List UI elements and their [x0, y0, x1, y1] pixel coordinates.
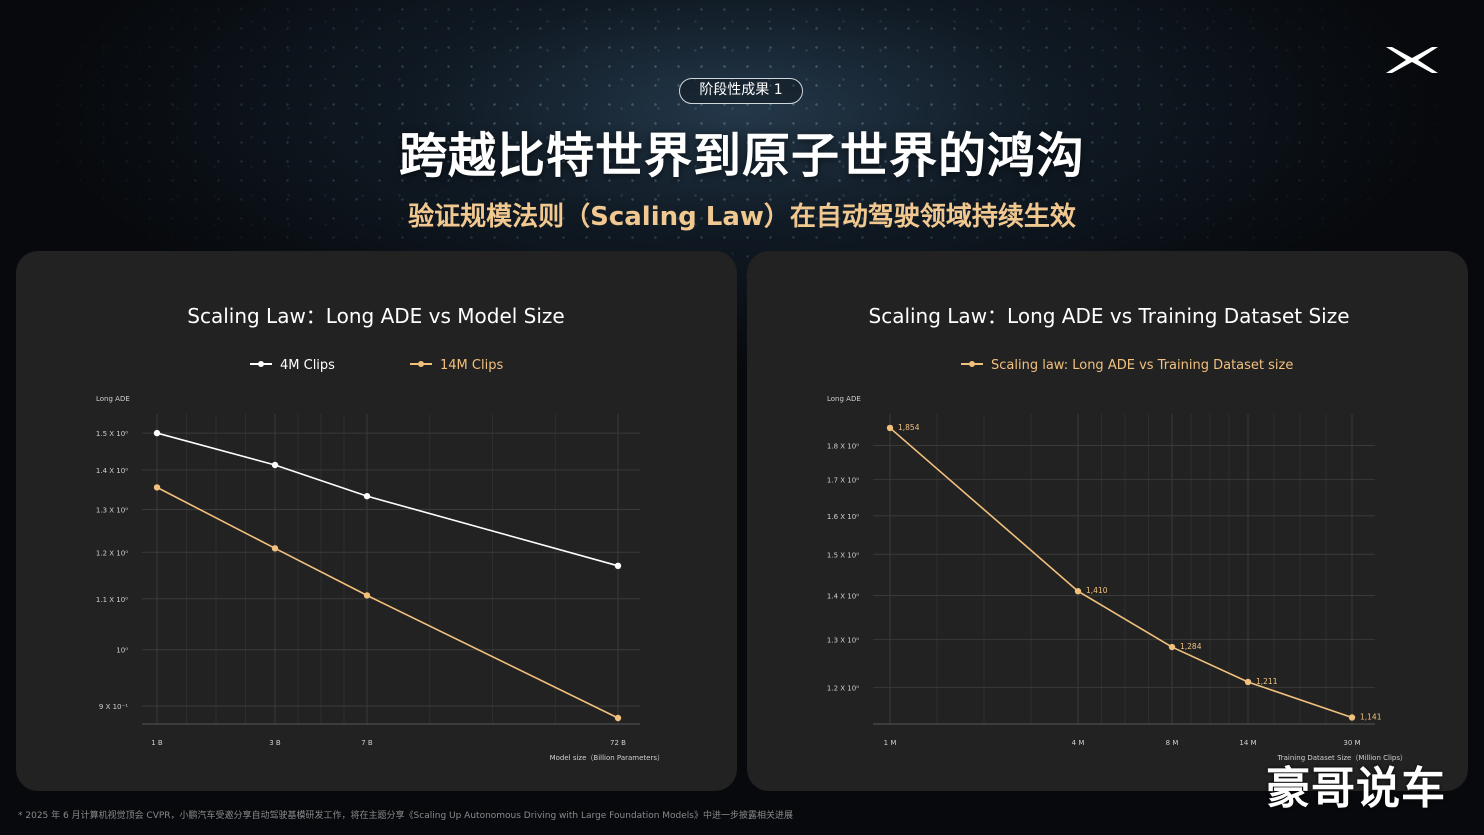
stage-badge: 阶段性成果 1 [679, 78, 803, 104]
page-title: 跨越比特世界到原子世界的鸿沟 [398, 128, 1085, 184]
series-line [889, 427, 1353, 719]
xpeng-logo-icon [1386, 47, 1438, 73]
chart-title: Scaling Law：Long ADE vs Model Size [187, 304, 564, 328]
legend-label: 4M Clips [280, 358, 335, 373]
y-tick-label: 1.3 X 10⁰ [827, 637, 859, 645]
legend-label: 14M Clips [440, 358, 503, 373]
x-axis-label: Model size（Billion Parameters） [550, 754, 664, 762]
legend-marker [418, 361, 424, 367]
y-axis-label: Long ADE [96, 395, 130, 403]
data-label: 1,410 [1086, 586, 1108, 595]
data-label: 1,284 [1180, 642, 1202, 651]
y-tick-label: 9 X 10⁻¹ [99, 703, 128, 711]
chart-panel-model-size: Scaling Law：Long ADE vs Model Size 4M Cli… [16, 251, 737, 791]
y-tick-label: 1.6 X 10⁰ [827, 513, 859, 521]
series-line [156, 432, 619, 567]
series-line [156, 486, 619, 719]
data-point [1244, 678, 1252, 686]
x-tick-label: 1 B [151, 739, 163, 747]
chart-panel-dataset-size: Scaling Law：Long ADE vs Training Dataset… [747, 251, 1468, 791]
legend-marker [969, 361, 975, 367]
x-tick-label: 3 B [269, 739, 281, 747]
chart-title: Scaling Law：Long ADE vs Training Dataset… [869, 304, 1350, 328]
data-label: 1,211 [1256, 677, 1278, 686]
y-tick-label: 1.4 X 10⁰ [827, 592, 859, 600]
data-point [363, 592, 371, 599]
x-tick-label: 1 M [884, 739, 897, 747]
data-point [1168, 643, 1176, 651]
data-label: 1,854 [898, 423, 920, 432]
chart-dataset-size: Scaling Law：Long ADE vs Training Dataset… [827, 304, 1407, 762]
y-tick-label: 1.3 X 10⁰ [96, 507, 128, 515]
y-tick-label: 10⁰ [116, 647, 128, 655]
data-point [886, 424, 894, 432]
y-axis-label: Long ADE [827, 395, 861, 403]
data-label: 1,141 [1360, 712, 1382, 721]
x-tick-label: 14 M [1239, 739, 1256, 747]
data-point [1074, 588, 1082, 595]
page-subtitle: 验证规模法则（Scaling Law）在自动驾驶领域持续生效 [408, 202, 1076, 232]
watermark: 豪哥说车 [1266, 763, 1446, 814]
y-tick-label: 1.8 X 10⁰ [827, 443, 859, 451]
data-point [614, 714, 622, 722]
y-tick-label: 1.7 X 10⁰ [827, 477, 859, 485]
data-point [271, 461, 279, 469]
data-point [1348, 714, 1356, 721]
data-point [614, 562, 622, 570]
legend-marker [258, 361, 264, 367]
y-tick-label: 1.2 X 10⁰ [827, 684, 859, 692]
y-tick-label: 1.1 X 10⁰ [96, 596, 128, 604]
data-point [363, 492, 371, 500]
y-tick-label: 1.5 X 10⁰ [96, 430, 128, 438]
legend-label: Scaling law: Long ADE vs Training Datase… [991, 358, 1293, 373]
data-point [153, 484, 161, 491]
x-tick-label: 7 B [361, 739, 373, 747]
data-point [153, 429, 161, 437]
x-tick-label: 30 M [1343, 739, 1360, 747]
y-tick-label: 1.5 X 10⁰ [827, 551, 859, 559]
x-tick-label: 4 M [1072, 739, 1085, 747]
y-tick-label: 1.2 X 10⁰ [96, 549, 128, 557]
footnote: * 2025 年 6 月计算机视觉顶会 CVPR，小鹏汽车受邀分享自动驾驶基模研… [18, 811, 793, 821]
x-axis-label: Training Dataset Size（Million Clips） [1277, 754, 1407, 762]
y-tick-label: 1.4 X 10⁰ [96, 467, 128, 475]
x-tick-label: 72 B [610, 739, 626, 747]
chart-model-size: Scaling Law：Long ADE vs Model Size 4M Cli… [96, 304, 664, 762]
data-point [271, 545, 279, 552]
x-tick-label: 8 M [1166, 739, 1179, 747]
